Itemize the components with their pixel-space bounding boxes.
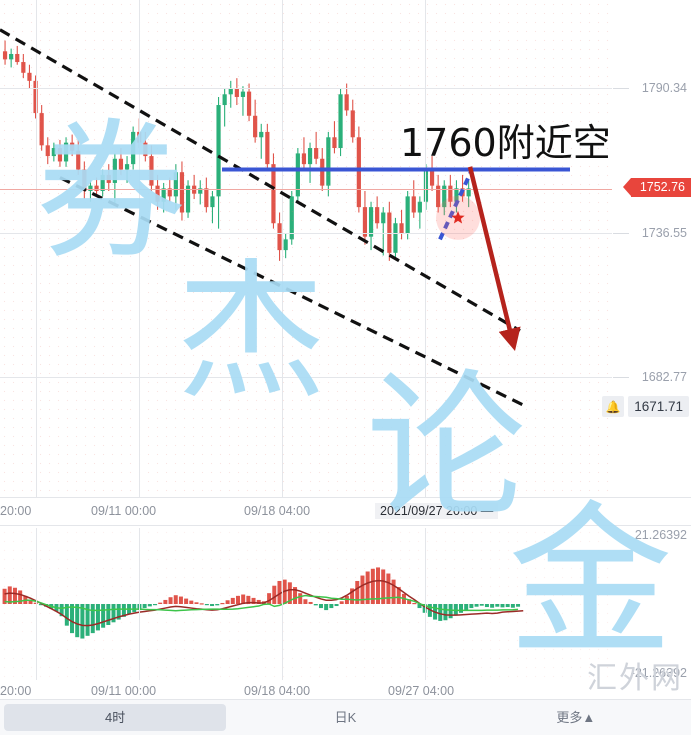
tick-dash-1790	[613, 88, 629, 89]
macd-gridline-t1	[139, 528, 140, 680]
trade-annotation: 1760附近空	[400, 121, 611, 165]
current-price-line	[0, 188, 612, 190]
macd-xtick-1: 09/11 00:00	[91, 684, 157, 698]
xtick-0: 20:00	[0, 504, 32, 518]
price-label-1: 1736.55	[641, 226, 687, 240]
timeframe-toolbar[interactable]: 4时 日K 更多▲	[0, 699, 691, 735]
macd-series	[2, 567, 524, 639]
gridline-1736	[0, 233, 612, 234]
price-plot-area[interactable]	[0, 0, 612, 497]
xtick-1: 09/11 00:00	[91, 504, 157, 518]
macd-gridline-t3	[425, 528, 426, 680]
crosshair-time-tag: 2021/09/27 20:00 —	[375, 503, 499, 519]
macd-axis: 21.26392 -21.26392	[612, 528, 691, 680]
price-alarm[interactable]: 🔔 1671.71	[602, 396, 689, 417]
macd-xtick-2: 09/18 04:00	[244, 684, 311, 698]
macd-xtick-3: 09/27 04:00	[388, 684, 455, 698]
site-logo: 汇外网	[587, 661, 683, 696]
price-axis[interactable]: 1790.34 1736.55 1682.77 1752.76 🔔 1671.7…	[602, 0, 691, 497]
gridline-t3	[425, 0, 426, 497]
alarm-price[interactable]: 1671.71	[628, 396, 689, 417]
macd-gridline-t2	[282, 528, 283, 680]
gridline-t1	[139, 0, 140, 497]
macd-label-bottom: -21.26392	[630, 666, 687, 680]
tick-dash-1736	[613, 233, 629, 234]
gridline-t0	[36, 0, 37, 497]
macd-label-top: 21.26392	[634, 528, 687, 542]
tick-dash-1682	[613, 377, 629, 378]
current-price-tag: 1752.76	[622, 178, 691, 197]
gridline-1682	[0, 377, 612, 378]
drawing-overlays	[0, 28, 570, 408]
timeframe-daily[interactable]: 日K	[334, 710, 357, 725]
timeframe-4h[interactable]: 4时	[4, 704, 227, 731]
price-label-2: 1682.77	[641, 370, 687, 384]
gridline-1790	[0, 88, 612, 89]
candlestick-series	[2, 40, 471, 261]
gridline-t2	[282, 0, 283, 497]
macd-xtick-0: 20:00	[0, 684, 32, 698]
price-axis-top-sep	[0, 497, 691, 498]
price-label-0: 1790.34	[641, 81, 687, 95]
price-chart-pane[interactable]: 1790.34 1736.55 1682.77 1752.76 🔔 1671.7…	[0, 0, 691, 526]
timeframe-more[interactable]: 更多▲	[556, 710, 596, 725]
bell-icon[interactable]: 🔔	[602, 396, 625, 417]
xtick-2: 09/18 04:00	[244, 504, 311, 518]
macd-gridline-t0	[36, 528, 37, 680]
price-axis-bottom-sep	[0, 525, 691, 526]
macd-plot-area[interactable]	[0, 528, 612, 680]
